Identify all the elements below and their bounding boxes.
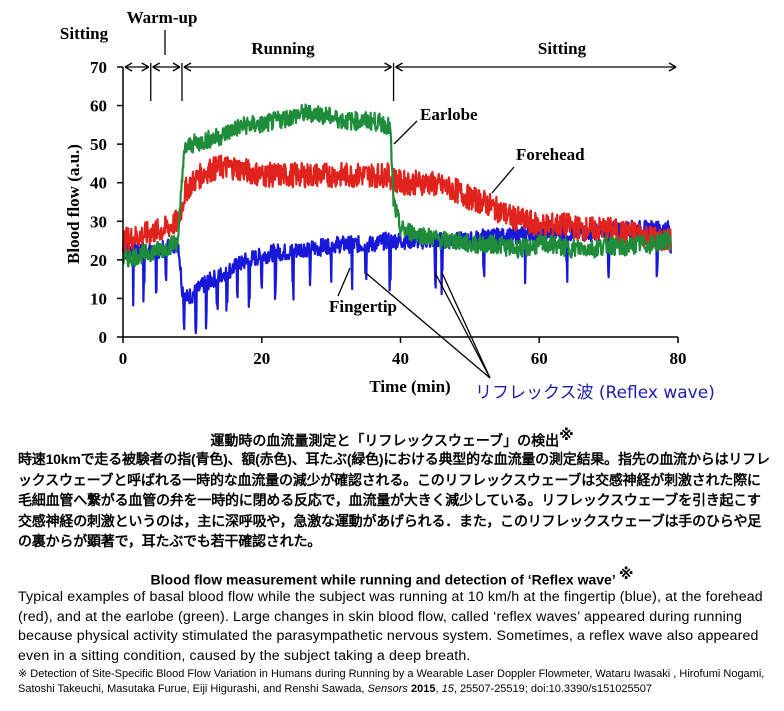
- series-labels: Earlobe Forehead Fingertip: [329, 105, 585, 316]
- x-tick-label: 60: [531, 349, 548, 368]
- jp-body: 時速10kmで走る被験者の指(青色)、額(赤色)、耳たぶ(緑色)における典型的な…: [18, 451, 770, 549]
- x-axis-label: Time (min): [369, 377, 450, 396]
- y-tick-label: 10: [90, 289, 107, 308]
- series-line-forehead: [121, 154, 672, 253]
- series-label-earlobe: Earlobe: [420, 105, 478, 124]
- y-tick-label: 0: [99, 328, 108, 347]
- y-tick-label: 60: [90, 97, 107, 116]
- phase-label: Warm-up: [127, 8, 198, 27]
- y-tick-label: 20: [90, 251, 107, 270]
- series-label-fingertip: Fingertip: [329, 297, 397, 316]
- series-layer: [121, 103, 672, 335]
- citation-volume: 15: [441, 682, 454, 695]
- series-line-earlobe: [121, 103, 672, 268]
- y-tick-label: 70: [90, 58, 107, 77]
- citation-rest: , 25507-25519; doi:10.3390/s151025507: [453, 682, 653, 695]
- jp-title-mark: ※: [559, 427, 574, 444]
- phase-arrowheads: [395, 62, 677, 72]
- citation-year: 2015: [410, 682, 436, 695]
- x-tick-label: 80: [670, 349, 687, 368]
- reflex-wave-label: リフレックス波 (Reflex wave): [475, 383, 715, 403]
- reflex-wave-pointer: [441, 272, 491, 379]
- reflex-wave-annotation: リフレックス波 (Reflex wave): [365, 272, 715, 403]
- ticks: 0 20 40 60 80 0 10 20 30 40 50 60 70: [90, 58, 687, 368]
- phase-arrowheads: [183, 62, 392, 72]
- phase-annotations: Sitting Warm-up Running Sitting: [60, 8, 677, 101]
- series-label-forehead: Forehead: [516, 145, 585, 164]
- phase-arrowheads: [124, 62, 150, 72]
- x-tick-label: 0: [119, 349, 128, 368]
- reflex-wave-pointer: [434, 272, 491, 379]
- en-title: Blood flow measurement while running and…: [0, 565, 784, 588]
- series-line-fingertip: [121, 219, 672, 335]
- y-axis-label: Blood flow (a.u.): [64, 144, 83, 264]
- x-tick-label: 20: [253, 349, 270, 368]
- jp-title-text: 運動時の血流量測定と「リフレックスウェーブ」の検出: [210, 432, 560, 449]
- citation-prefix: ※ Detection of Site-Specific Blood Flow …: [18, 668, 765, 695]
- series-label-leader: [393, 120, 418, 145]
- reflex-wave-pointer: [365, 272, 491, 379]
- x-tick-label: 40: [392, 349, 409, 368]
- en-title-mark: ※: [618, 566, 634, 583]
- y-tick-label: 30: [90, 212, 107, 231]
- series-label-leader: [337, 267, 351, 297]
- series-label-leader: [491, 166, 515, 194]
- en-body: Typical examples of basal blood flow whi…: [18, 589, 763, 664]
- citation-journal: Sensors: [367, 682, 408, 695]
- phase-arrowheads: [152, 62, 181, 72]
- blood-flow-chart: Sitting Warm-up Running Sitting 0 20 40 60 80 0 1…: [60, 8, 715, 403]
- y-tick-label: 50: [90, 135, 107, 154]
- y-tick-label: 40: [90, 174, 107, 193]
- en-title-text: Blood flow measurement while running and…: [150, 571, 615, 588]
- phase-label: Sitting: [538, 39, 587, 58]
- phase-label: Running: [251, 39, 315, 58]
- jp-title: 運動時の血流量測定と「リフレックスウェーブ」の検出※: [0, 426, 784, 451]
- citation: ※ Detection of Site-Specific Blood Flow …: [18, 668, 765, 695]
- phase-label: Sitting: [60, 24, 109, 43]
